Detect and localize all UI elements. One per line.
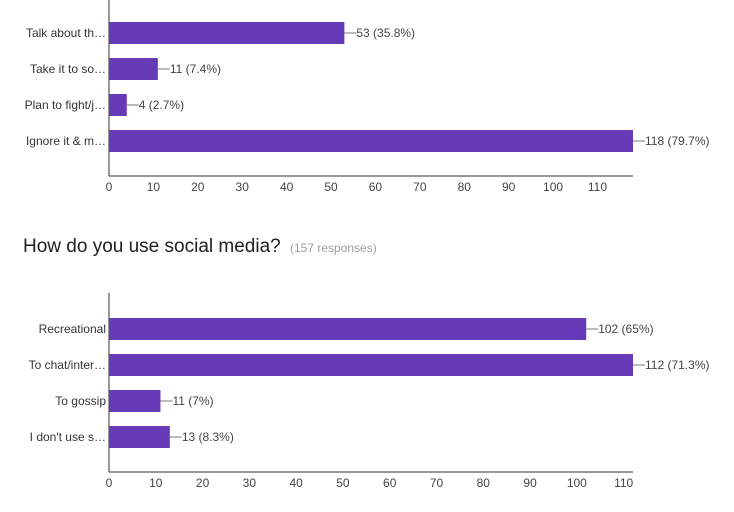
bar [109, 318, 587, 340]
bar [109, 426, 170, 448]
category-label: To chat/inter… [29, 358, 106, 372]
x-tick-label: 0 [106, 180, 113, 194]
x-tick-label: 10 [147, 180, 161, 194]
category-label: Ignore it & m… [26, 134, 106, 148]
value-label: 11 (7%) [172, 394, 213, 408]
x-tick-label: 110 [614, 476, 633, 490]
response-count: (157 responses) [289, 241, 377, 255]
x-tick-label: 40 [280, 180, 294, 194]
x-tick-label: 110 [588, 180, 607, 194]
x-tick-label: 40 [289, 476, 303, 490]
x-tick-label: 30 [236, 180, 250, 194]
value-label: 11 (7.4%) [170, 62, 221, 76]
value-label: 4 (2.7%) [139, 98, 184, 112]
category-label: Talk about th… [26, 26, 106, 40]
x-tick-label: 60 [383, 476, 397, 490]
question-title: How do you use social media? (157 respon… [23, 236, 377, 258]
x-tick-label: 80 [477, 476, 491, 490]
value-label: 118 (79.7%) [645, 134, 709, 148]
x-tick-label: 50 [336, 476, 350, 490]
x-tick-label: 30 [243, 476, 257, 490]
x-tick-label: 90 [523, 476, 537, 490]
x-tick-label: 70 [430, 476, 444, 490]
x-tick-label: 60 [369, 180, 383, 194]
x-tick-label: 50 [324, 180, 338, 194]
x-tick-label: 90 [502, 180, 516, 194]
value-label: 102 (65%) [598, 322, 653, 336]
x-tick-label: 20 [196, 476, 210, 490]
x-tick-label: 20 [191, 180, 205, 194]
chart-social-media: Recreational 102 (65%) To chat/inter… 112 (… [29, 293, 709, 490]
bar [109, 94, 127, 116]
x-tick-label: 100 [567, 476, 587, 490]
bar [109, 390, 161, 412]
x-tick-label: 80 [458, 180, 472, 194]
question-text: How do you use social media? [23, 236, 281, 257]
category-label: Take it to so… [30, 62, 106, 76]
x-tick-label: 70 [413, 180, 427, 194]
value-label: 13 (8.3%) [182, 430, 234, 444]
category-label: Plan to fight/j… [25, 98, 106, 112]
x-tick-label: 10 [149, 476, 163, 490]
bar [109, 354, 633, 376]
category-label: Recreational [39, 322, 106, 336]
x-tick-label: 100 [543, 180, 563, 194]
bar [109, 58, 158, 80]
category-label: I don't use s… [30, 430, 106, 444]
bar [109, 22, 345, 44]
value-label: 53 (35.8%) [356, 26, 415, 40]
chart-top: Talk about th… 53 (35.8%) Take it to so… 11… [25, 0, 709, 194]
bar [109, 130, 633, 152]
x-tick-label: 0 [106, 476, 113, 490]
value-label: 112 (71.3%) [645, 358, 709, 372]
category-label: To gossip [55, 394, 106, 408]
